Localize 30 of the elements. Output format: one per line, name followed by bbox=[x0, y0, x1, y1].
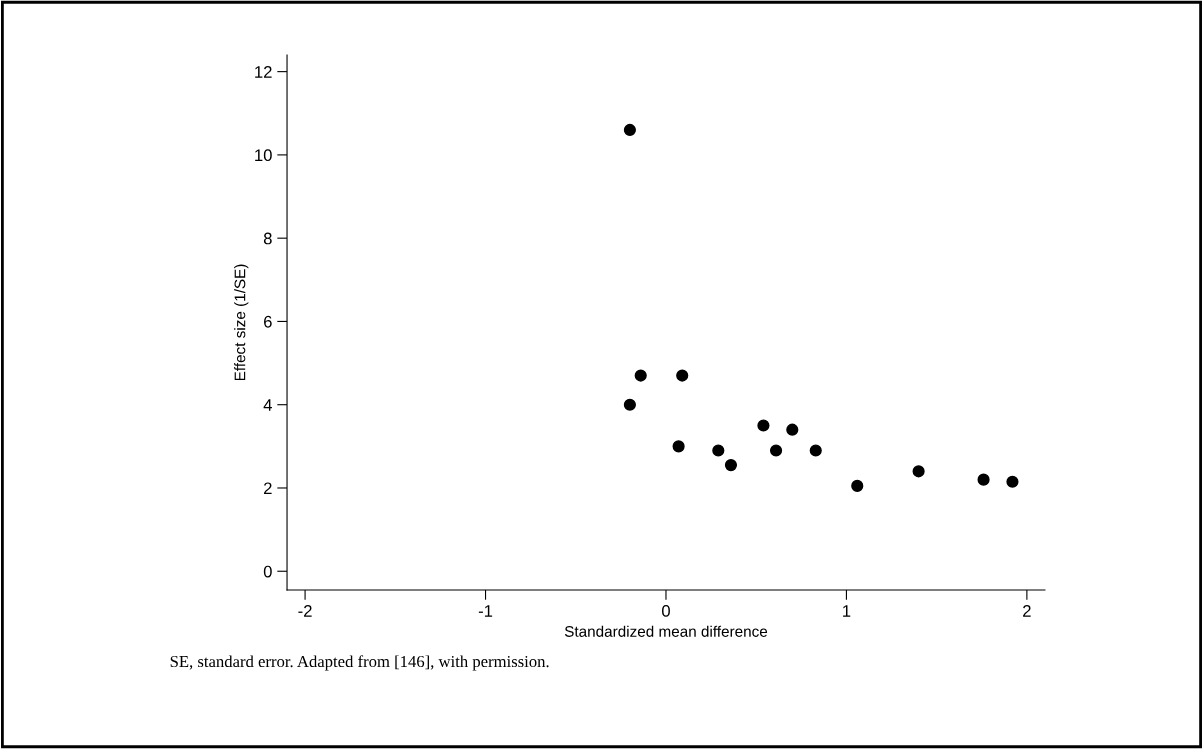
point bbox=[672, 440, 685, 453]
point bbox=[623, 123, 636, 136]
point bbox=[977, 473, 990, 486]
y-tick-label: 4 bbox=[263, 399, 272, 411]
y-tick-label: 10 bbox=[255, 149, 272, 162]
point bbox=[769, 444, 783, 457]
point bbox=[634, 369, 647, 382]
x-tick-label: -1 bbox=[478, 605, 493, 617]
point bbox=[809, 444, 822, 457]
y-tick-label: 12 bbox=[255, 66, 272, 78]
point bbox=[712, 444, 725, 457]
y-axis-title: Effect size (1/SE) bbox=[234, 264, 249, 381]
point bbox=[1006, 475, 1019, 488]
point bbox=[676, 369, 689, 382]
x-tick-label: 1 bbox=[843, 605, 851, 617]
x-tick-label: -2 bbox=[298, 605, 312, 617]
x-tick-label: 2 bbox=[1023, 605, 1031, 617]
y-tick-label: 0 bbox=[263, 565, 272, 578]
point bbox=[912, 465, 925, 478]
y-tick-label: 2 bbox=[264, 482, 272, 495]
point bbox=[851, 479, 864, 492]
y-tick-label: 8 bbox=[263, 232, 272, 245]
point bbox=[623, 398, 636, 411]
point bbox=[757, 419, 770, 432]
point bbox=[724, 459, 738, 472]
y-tick-label: 6 bbox=[264, 315, 272, 328]
point bbox=[786, 423, 799, 436]
x-tick-label: 0 bbox=[662, 605, 670, 617]
text: SE, standard error. Adapted from [146], with permission. bbox=[170, 655, 549, 671]
x-axis-title: Standardized mean difference bbox=[564, 625, 768, 637]
